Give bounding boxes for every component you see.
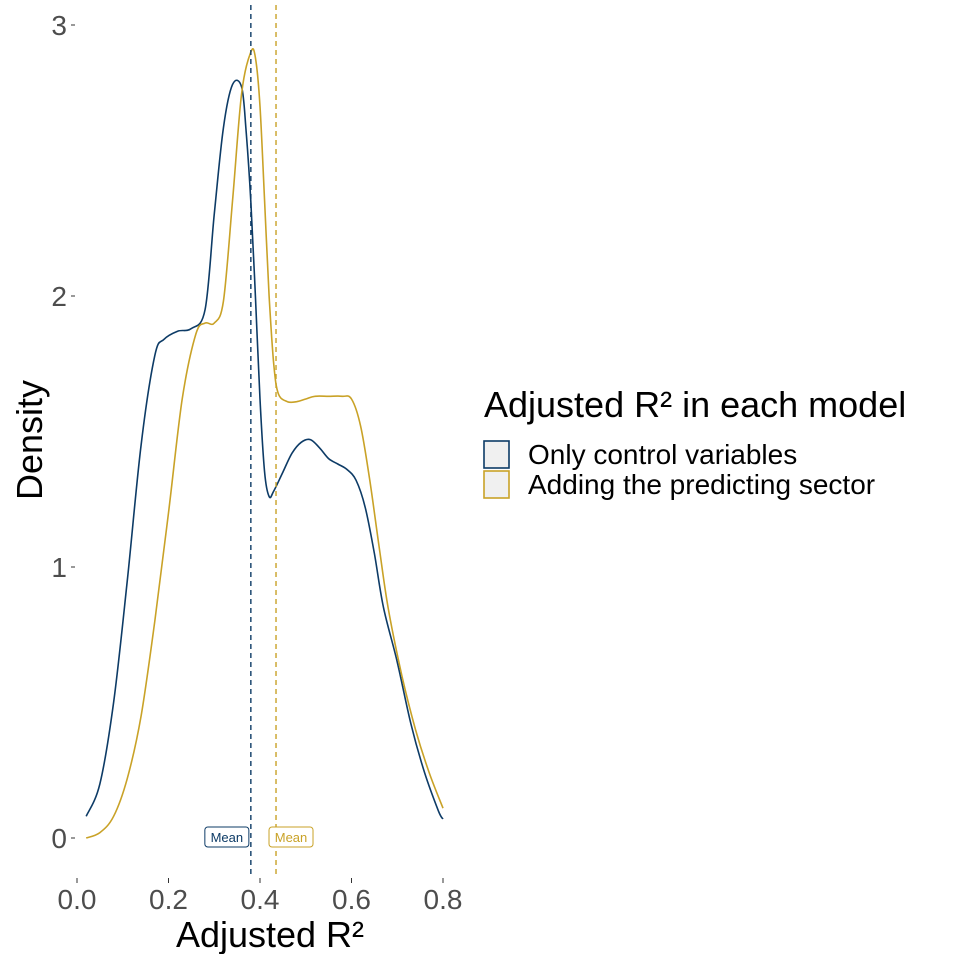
legend-key-adding-the-predicting-sector [483,470,510,499]
y-axis-title: Density [9,380,50,500]
x-tick-label: 0.8 [424,884,463,915]
x-axis: 0.0 0.2 0.4 0.6 0.8 [58,878,463,915]
legend-label-only-control-variables: Only control variables [528,439,797,470]
legend-key-only-control-variables [483,440,510,469]
y-tick-label: 2 [51,281,67,312]
y-tick-label: 1 [51,552,67,583]
x-tick-label: 0.0 [58,884,97,915]
mean-label-box-series-2 [268,826,314,848]
mean-label-series-2: Mean [275,830,308,845]
legend: Adjusted R² in each model Only control v… [483,384,906,500]
plot-area: Mean Mean [85,5,444,878]
legend-label-adding-the-predicting-sector: Adding the predicting sector [528,469,875,500]
mean-label-box-series-1 [204,826,250,848]
y-axis: 0 1 2 3 [51,10,75,854]
legend-title: Adjusted R² in each model [484,384,906,425]
x-tick-label: 0.4 [241,884,280,915]
y-tick-label: 3 [51,10,67,41]
density-line-series-2 [85,48,444,839]
x-axis-title: Adjusted R² [176,914,364,954]
x-tick-label: 0.2 [149,884,188,915]
y-tick-label: 0 [51,823,67,854]
x-tick-label: 0.6 [332,884,371,915]
density-line-series-1 [85,79,444,820]
mean-label-series-1: Mean [211,830,244,845]
